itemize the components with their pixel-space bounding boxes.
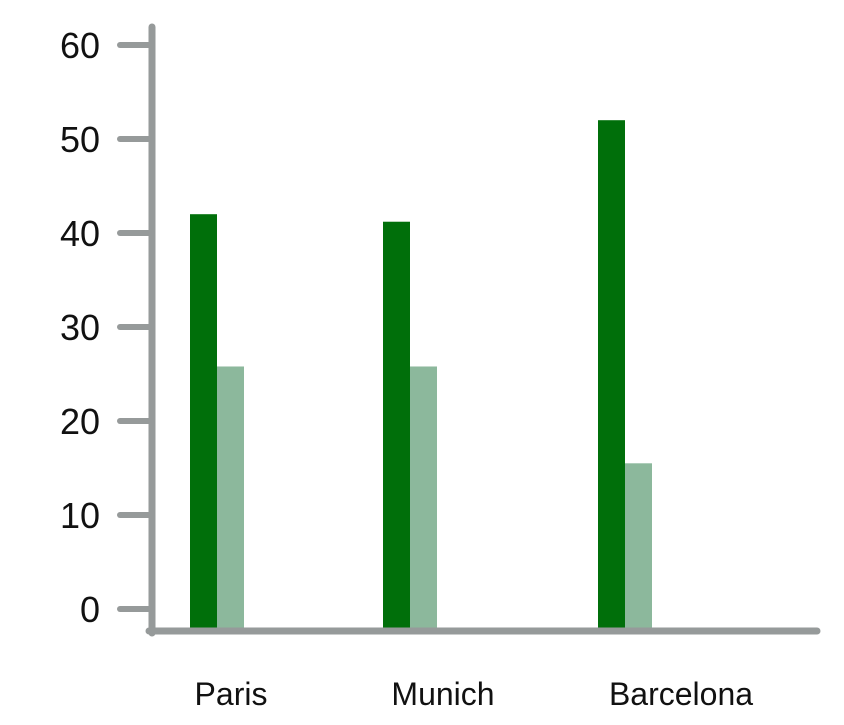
x-tick-label-barcelona: Barcelona [609, 676, 753, 712]
bar-barcelona-series-2 [625, 463, 652, 629]
y-tick-label-10: 10 [60, 495, 100, 536]
x-labels-group: Paris Munich Barcelona [195, 676, 754, 712]
y-tick-label-40: 40 [60, 213, 100, 254]
bars-group [190, 120, 652, 629]
bar-munich-series-2 [410, 366, 437, 629]
bar-munich-series-1 [383, 221, 410, 629]
y-tick-label-30: 30 [60, 307, 100, 348]
y-tick-label-20: 20 [60, 401, 100, 442]
bar-paris-series-2 [217, 366, 244, 629]
x-tick-label-munich: Munich [391, 676, 494, 712]
y-tick-label-50: 50 [60, 119, 100, 160]
y-ticks-group: 0 10 20 30 40 50 60 [60, 25, 155, 630]
axes-group [145, 23, 821, 637]
bar-barcelona-series-1 [598, 120, 625, 629]
bar-paris-series-1 [190, 214, 217, 629]
x-tick-label-paris: Paris [195, 676, 268, 712]
y-tick-label-0: 0 [80, 589, 100, 630]
y-tick-label-60: 60 [60, 25, 100, 66]
